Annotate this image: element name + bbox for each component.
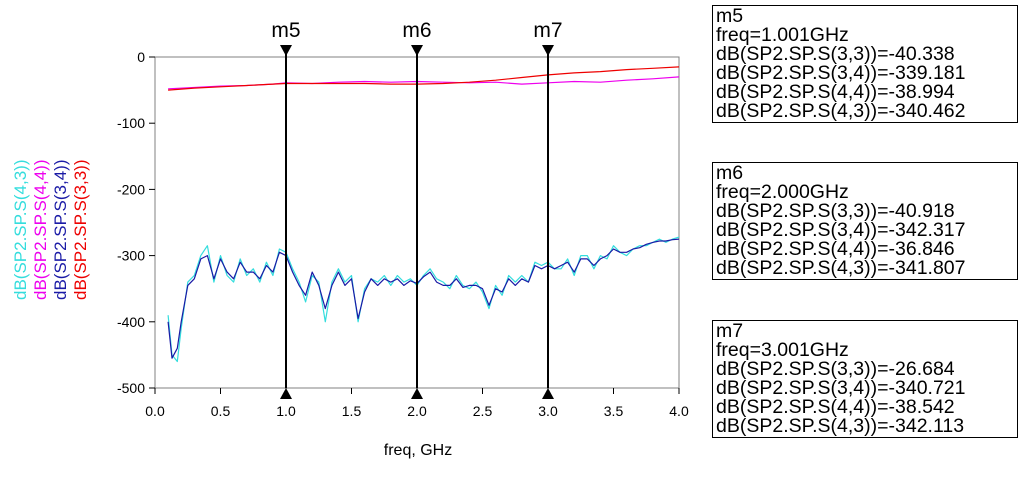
x-tick-label: 2.0	[407, 403, 427, 419]
marker-readout-m6: m6 freq=2.000GHz dB(SP2.SP.S(3,3))=-40.9…	[712, 162, 1018, 280]
marker-readout-freq: freq=1.001GHz	[716, 24, 849, 46]
marker-readout-title: m5	[716, 5, 744, 27]
series-lines	[167, 66, 680, 363]
x-tick-label: 4.0	[669, 403, 689, 419]
x-tick-label: 1.5	[342, 403, 362, 419]
chart-legend: dB(SP2.SP.S(4,3)) dB(SP2.SP.S(4,4)) dB(SP2…	[11, 160, 90, 300]
x-tick-label: 2.5	[473, 403, 493, 419]
marker-readout-line: dB(SP2.SP.S(4,4))=-38.542	[716, 396, 955, 418]
marker-readout-freq: freq=2.000GHz	[716, 181, 849, 203]
marker-top-arrow[interactable]	[542, 45, 554, 56]
marker-readout-title: m7	[716, 320, 744, 342]
x-tick-label: 3.0	[538, 403, 558, 419]
y-tick-label: 0	[137, 49, 145, 65]
marker-top-arrow[interactable]	[411, 45, 423, 56]
marker-readout-m5: m5 freq=1.001GHz dB(SP2.SP.S(3,3))=-40.3…	[712, 5, 1018, 123]
marker-bottom-arrow[interactable]	[411, 388, 423, 399]
x-tick-label: 1.0	[276, 403, 296, 419]
marker-readout-line: dB(SP2.SP.S(4,3))=-340.462	[716, 100, 966, 122]
legend-entry: dB(SP2.SP.S(4,4))	[31, 160, 50, 300]
marker-readout-line: dB(SP2.SP.S(4,3))=-341.807	[716, 257, 966, 279]
marker-readout-line: dB(SP2.SP.S(3,4))=-339.181	[716, 62, 966, 84]
marker-top-arrow[interactable]	[280, 45, 292, 56]
legend-entry: dB(SP2.SP.S(3,3))	[71, 160, 90, 300]
marker-label: m5	[271, 19, 300, 42]
series-line-0	[167, 236, 680, 363]
y-tick-label: -200	[117, 181, 145, 197]
x-tick-label: 0.0	[145, 403, 165, 419]
marker-readout-line: dB(SP2.SP.S(3,3))=-40.918	[716, 200, 955, 222]
marker-readout-line: dB(SP2.SP.S(4,3))=-342.113	[716, 415, 965, 437]
marker-readout-line: dB(SP2.SP.S(3,4))=-342.317	[716, 219, 966, 241]
marker-label: m7	[533, 19, 562, 42]
marker-readout-title: m6	[716, 162, 744, 184]
series-line-2	[167, 238, 680, 359]
legend-entry: dB(SP2.SP.S(4,3))	[11, 160, 30, 300]
series-line-1	[168, 76, 680, 90]
legend-entry: dB(SP2.SP.S(3,4))	[51, 160, 70, 300]
marker-lines: m5 m6 m7	[271, 19, 563, 399]
marker-readout-m7: m7 freq=3.001GHz dB(SP2.SP.S(3,3))=-26.6…	[712, 320, 1018, 438]
y-tick-label: -400	[117, 314, 145, 330]
marker-readout-line: dB(SP2.SP.S(4,4))=-36.846	[716, 238, 955, 260]
marker-bottom-arrow[interactable]	[542, 388, 554, 399]
y-tick-label: -300	[117, 248, 145, 264]
marker-readout-line: dB(SP2.SP.S(3,4))=-340.721	[716, 377, 966, 399]
x-tick-label: 0.5	[211, 403, 231, 419]
marker-bottom-arrow[interactable]	[280, 388, 292, 399]
series-line-3	[168, 66, 680, 91]
marker-readout-freq: freq=3.001GHz	[716, 339, 849, 361]
x-tick-label: 3.5	[604, 403, 624, 419]
y-tick-label: -100	[117, 115, 145, 131]
x-axis-label: freq, GHz	[384, 442, 452, 459]
y-tick-label: -500	[117, 380, 145, 396]
marker-label: m6	[402, 19, 431, 42]
marker-readout-line: dB(SP2.SP.S(3,3))=-26.684	[716, 358, 955, 380]
marker-readout-line: dB(SP2.SP.S(4,4))=-38.994	[716, 81, 955, 103]
s-parameter-plot: dB(SP2.SP.S(4,3)) dB(SP2.SP.S(4,4)) dB(SP2…	[11, 19, 689, 459]
marker-readout-line: dB(SP2.SP.S(3,3))=-40.338	[716, 43, 955, 65]
